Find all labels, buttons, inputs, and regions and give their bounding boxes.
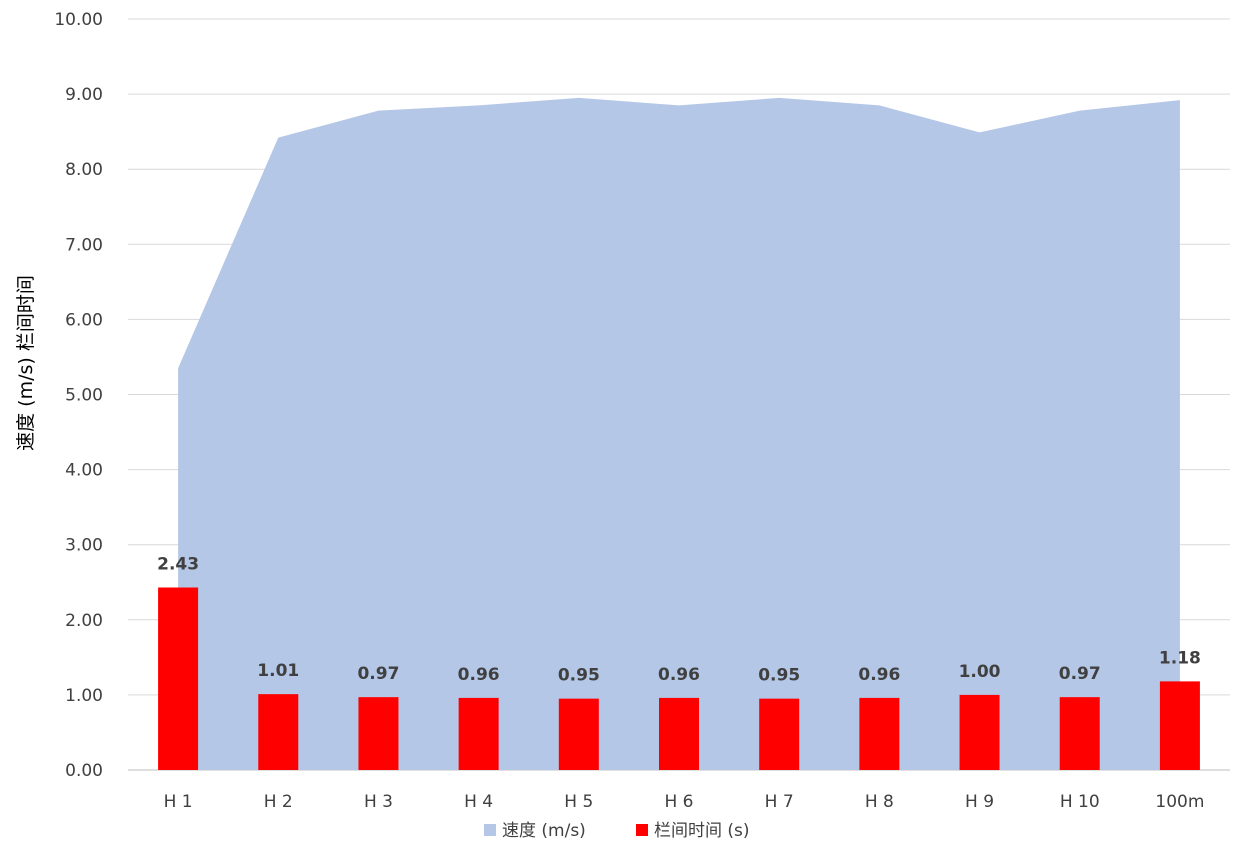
data-label: 0.96 <box>658 665 700 685</box>
y-tick-label: 8.00 <box>65 160 103 180</box>
bar-h3 <box>358 697 399 770</box>
bar-h7 <box>759 698 800 770</box>
x-category-label: H 4 <box>464 792 493 812</box>
x-category-label: H 5 <box>564 792 593 812</box>
bar-h4 <box>458 697 499 770</box>
bar-h9 <box>959 694 1000 770</box>
legend-swatch-speed <box>484 824 496 836</box>
y-tick-label: 10.00 <box>54 10 103 30</box>
y-tick-label: 9.00 <box>65 85 103 105</box>
y-axis-ticks: 0.00 1.00 2.00 3.00 4.00 5.00 6.00 7.00 8.00 9.00… <box>54 10 103 781</box>
y-tick-label: 0.00 <box>65 761 103 781</box>
interval-bar-series <box>158 587 1200 770</box>
data-label: 0.95 <box>558 666 600 686</box>
x-axis-categories: H 1 H 2 H 3 H 4 H 5 H 6 H 7 H 8 H 9 H 10 100m <box>164 792 1205 812</box>
x-category-label: H 2 <box>264 792 293 812</box>
x-category-label: H 3 <box>364 792 393 812</box>
data-label: 1.01 <box>257 661 299 681</box>
data-label: 2.43 <box>157 555 199 575</box>
x-category-label: H 10 <box>1060 792 1100 812</box>
bar-100m <box>1159 681 1200 770</box>
y-tick-label: 7.00 <box>65 235 103 255</box>
legend-label-interval: 栏间时间 (s) <box>654 821 750 841</box>
x-category-label: H 9 <box>965 792 994 812</box>
data-label: 0.96 <box>458 665 500 685</box>
y-tick-label: 1.00 <box>65 686 103 706</box>
legend-swatch-interval <box>636 824 648 836</box>
bar-h8 <box>859 697 900 770</box>
bar-h1 <box>158 587 199 770</box>
y-axis-title: 速度 (m/s) 栏间时间 <box>15 275 37 451</box>
x-category-label: H 1 <box>164 792 193 812</box>
speed-area-series <box>178 97 1180 771</box>
x-category-label: H 7 <box>765 792 794 812</box>
bar-h6 <box>659 697 699 770</box>
legend: 速度 (m/s) 栏间时间 (s) <box>484 821 750 841</box>
data-label: 0.95 <box>758 666 800 686</box>
y-tick-label: 6.00 <box>65 310 103 330</box>
y-tick-label: 5.00 <box>65 386 103 406</box>
x-category-label: H 6 <box>664 792 693 812</box>
bar-h10 <box>1059 697 1100 770</box>
bar-h2 <box>258 694 299 770</box>
bar-h5 <box>558 698 599 770</box>
data-label: 0.96 <box>858 665 900 685</box>
data-label: 0.97 <box>1059 664 1101 684</box>
legend-label-speed: 速度 (m/s) <box>502 821 586 841</box>
data-label: 1.18 <box>1159 648 1201 668</box>
y-tick-label: 2.00 <box>65 611 103 631</box>
y-tick-label: 3.00 <box>65 536 103 556</box>
data-label: 1.00 <box>959 662 1001 682</box>
speed-area <box>178 97 1180 771</box>
data-label: 0.97 <box>357 664 399 684</box>
x-category-label: 100m <box>1155 792 1204 812</box>
y-tick-label: 4.00 <box>65 461 103 481</box>
x-category-label: H 8 <box>865 792 894 812</box>
data-labels: 2.43 1.01 0.97 0.96 0.95 0.96 0.95 0.96 1.00 0.97… <box>157 555 1201 686</box>
